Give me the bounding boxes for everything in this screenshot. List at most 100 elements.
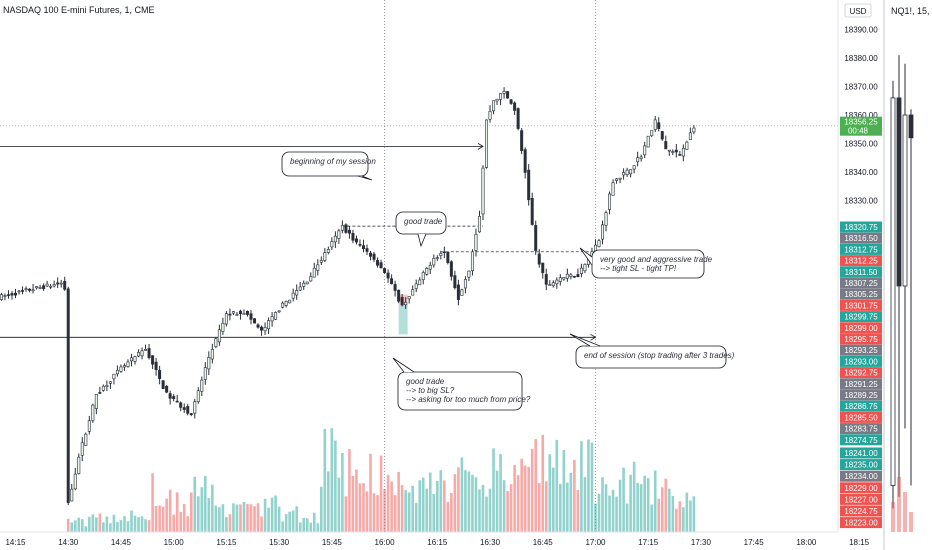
volume-bar: [172, 514, 175, 532]
title-bg: [0, 3, 132, 17]
candle-body: [622, 172, 626, 176]
volume-bar: [523, 465, 527, 532]
candle-body: [231, 311, 235, 314]
candle-body: [513, 102, 517, 111]
time-tick-label: 16:45: [533, 538, 554, 547]
volume-bar: [186, 516, 190, 532]
volume-bar: [569, 472, 573, 532]
candle-body: [481, 167, 485, 215]
price-badge: [840, 434, 882, 446]
candle-body: [330, 241, 334, 248]
volume-bar: [488, 488, 492, 532]
candle-body: [3, 295, 7, 297]
candle-body: [354, 238, 358, 243]
candle-body: [84, 433, 88, 446]
candle-body: [650, 130, 654, 137]
candle-body: [73, 473, 77, 490]
time-tick-label: 16:00: [375, 538, 396, 547]
side-candle-body: [902, 114, 908, 287]
price-badge-label: 18299.75: [844, 313, 878, 322]
candle-body: [456, 284, 460, 300]
currency-button[interactable]: [844, 3, 872, 18]
volume-bar: [397, 471, 400, 532]
price-badge-label: 18292.75: [844, 369, 878, 378]
volume-bar: [537, 482, 541, 532]
volume-bar: [436, 480, 439, 532]
callout-end-session-line: end of session (stop trading after 3 tra…: [584, 351, 735, 360]
volume-bar: [204, 475, 207, 532]
candle-body: [660, 131, 664, 140]
volume-bar: [109, 523, 112, 532]
candle-body: [52, 284, 56, 287]
volume-bar: [393, 495, 397, 532]
time-tick-label: 15:30: [269, 538, 290, 547]
volume-bar: [611, 489, 615, 532]
volume-bar: [341, 452, 344, 532]
volume-bar: [344, 496, 348, 532]
candle-body: [17, 290, 21, 293]
candle-body: [418, 279, 422, 286]
volume-bar: [316, 523, 320, 532]
candle-body: [463, 279, 467, 289]
volume-bar: [629, 474, 632, 532]
candle-body: [657, 122, 661, 129]
volume-bar: [555, 439, 559, 532]
volume-bar: [675, 508, 678, 532]
candle-body: [583, 264, 587, 272]
price-badge-label: 18283.75: [844, 425, 878, 434]
price-badge-label: 18320.75: [844, 223, 878, 232]
price-badge-label: 18316.50: [844, 234, 878, 243]
candle-body: [277, 310, 281, 313]
volume-bar: [348, 449, 351, 532]
volume-bar: [383, 489, 386, 532]
volume-bar: [168, 489, 172, 532]
candle-body: [685, 141, 689, 150]
candle-body: [42, 285, 46, 290]
candle-body: [224, 313, 228, 325]
candle-body: [87, 420, 91, 432]
volume-bar: [625, 503, 629, 532]
volume-bar: [284, 514, 288, 532]
price-badge: [840, 311, 882, 323]
candle-body: [632, 165, 636, 170]
volume-bar: [182, 503, 186, 532]
volume-bar: [365, 491, 369, 532]
price-tick-label: 18360.00: [844, 111, 878, 120]
candle-body: [671, 151, 675, 153]
price-tick-label: 18390.00: [844, 26, 878, 35]
candle-body: [477, 215, 481, 233]
candle-body: [186, 406, 190, 414]
callout-aggressive-line: very good and aggressive trade: [600, 255, 713, 264]
volume-bar: [112, 514, 116, 532]
candle-body: [576, 274, 580, 278]
volume-bar: [587, 439, 590, 532]
price-badge-label: 18223.00: [844, 519, 878, 528]
candle-body: [523, 149, 527, 173]
price-badge-label: 18224.75: [844, 507, 878, 516]
volume-bar: [639, 484, 643, 532]
price-tick-label: 18380.00: [844, 54, 878, 63]
candle-body: [105, 385, 109, 387]
price-badge-label: 18312.75: [844, 245, 878, 254]
candle-body: [379, 262, 383, 269]
price-badge-label: 18305.25: [844, 290, 878, 299]
candle-body: [0, 294, 3, 300]
candle-body: [238, 310, 242, 315]
callout-good-trade: good trade: [395, 211, 447, 248]
time-tick-label: 17:30: [691, 538, 712, 547]
volume-bar: [312, 512, 316, 532]
volume-bar: [84, 526, 88, 532]
volume-bar: [119, 520, 123, 532]
callout-good-trade-2-line: good trade: [406, 377, 445, 386]
candle-body: [344, 224, 348, 233]
volume-bar: [520, 458, 523, 532]
time-tick-label: 18:15: [849, 538, 870, 547]
volume-bar: [615, 496, 618, 532]
volume-bar: [428, 472, 432, 532]
volume-bar: [590, 442, 594, 532]
volume-bar: [228, 514, 232, 532]
volume-bar: [73, 520, 77, 532]
candle-body: [474, 234, 478, 251]
